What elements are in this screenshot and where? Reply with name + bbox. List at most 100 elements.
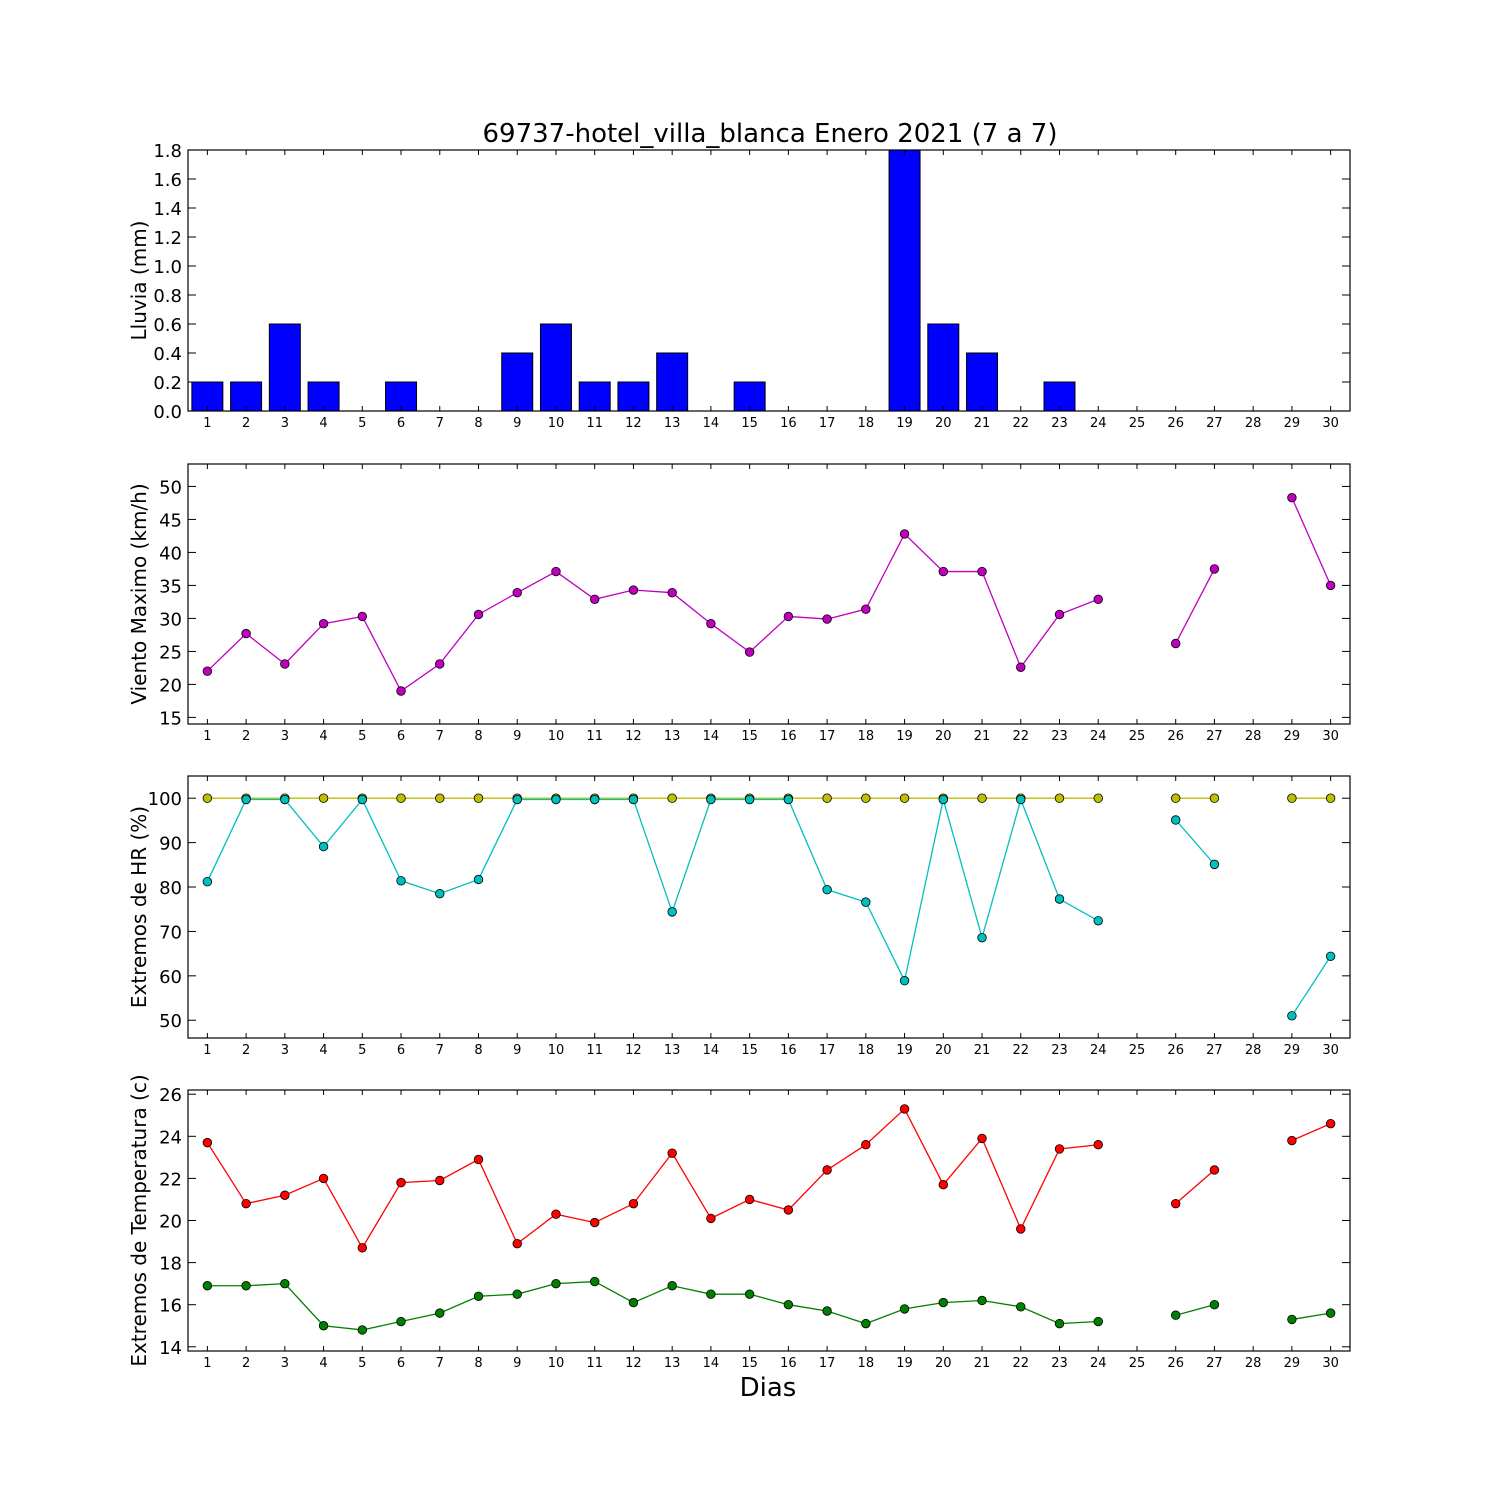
- bar: [539, 323, 572, 412]
- x-tick-label: 21: [974, 729, 991, 744]
- data-point: [628, 794, 639, 805]
- data-point: [1093, 916, 1103, 926]
- x-tick-label: 2: [242, 1356, 250, 1371]
- x-tick-label: 11: [586, 729, 603, 744]
- bar: [268, 323, 301, 412]
- x-tick-label: 2: [242, 1043, 250, 1058]
- data-point: [1054, 1144, 1065, 1154]
- data-point: [977, 1295, 987, 1306]
- data-point: [396, 876, 406, 886]
- x-tick-label: 21: [974, 416, 991, 431]
- x-tick-label: 16: [780, 1043, 797, 1058]
- data-point: [861, 1140, 871, 1150]
- data-point: [744, 794, 755, 805]
- data-point: [473, 1291, 484, 1301]
- data-point: [977, 1133, 987, 1144]
- data-point: [396, 793, 406, 803]
- data-point: [667, 1148, 677, 1158]
- data-point: [396, 1316, 406, 1327]
- data-point: [899, 1104, 910, 1114]
- x-tick-label: 18: [858, 729, 875, 744]
- data-point: [280, 659, 290, 669]
- data-point: [1054, 894, 1065, 904]
- y-tick-label: 1.0: [153, 257, 182, 278]
- panel-3: 1 2 3 4 5 6 7 8 9 10 11 12 13 14 15 16 17 18 19 20 21 22 23 24 2…: [127, 775, 1351, 1058]
- x-tick-label: 15: [741, 1043, 758, 1058]
- x-tick-label: 7: [436, 729, 444, 744]
- data-point: [357, 1243, 368, 1253]
- x-tick-label: 27: [1206, 1356, 1223, 1371]
- series-line: [1175, 568, 1216, 644]
- data-point: [473, 609, 484, 620]
- x-tick-label: 29: [1284, 1043, 1301, 1058]
- y-tick-label: 45: [159, 510, 182, 531]
- x-tick-label: 1: [203, 416, 211, 431]
- x-tick-label: 19: [896, 1043, 913, 1058]
- data-point: [783, 794, 794, 805]
- x-tick-label: 4: [319, 1043, 327, 1058]
- data-point: [435, 888, 445, 899]
- data-point: [318, 618, 329, 629]
- x-tick-label: 30: [1322, 1356, 1339, 1371]
- y-axis-label: Viento Maximo (km/h): [127, 483, 151, 704]
- x-tick-label: 1: [203, 729, 211, 744]
- x-tick-label: 12: [625, 729, 642, 744]
- data-point: [977, 566, 987, 577]
- data-point: [241, 1198, 251, 1209]
- x-tick-label: 13: [664, 1043, 681, 1058]
- data-point: [899, 529, 910, 539]
- data-point: [318, 1173, 329, 1184]
- x-tick-label: 29: [1284, 1356, 1301, 1371]
- y-tick-label: 1.4: [153, 199, 182, 220]
- panel-2: 1 2 3 4 5 6 7 8 9 10 11 12 13 14 15 16 17 18 19 20 21 22 23 24 2…: [127, 463, 1351, 744]
- panel-1: 1 2 3 4 5 6 7 8 9 10 11 12 13 14 15 16 17 18 19 20 21 22 23 24 2…: [127, 141, 1351, 431]
- x-tick-label: 26: [1167, 1356, 1184, 1371]
- axes-frame: [187, 775, 1351, 1039]
- x-tick-label: 5: [358, 729, 366, 744]
- y-tick-label: 26: [159, 1085, 182, 1106]
- x-tick-label: 3: [281, 416, 289, 431]
- data-point: [318, 1321, 329, 1331]
- x-tick-label: 29: [1284, 729, 1301, 744]
- data-point: [318, 793, 329, 803]
- y-tick-label: 15: [159, 708, 182, 729]
- x-tick-label: 28: [1245, 1043, 1262, 1058]
- data-point: [706, 1289, 716, 1299]
- data-point: [512, 1238, 522, 1249]
- x-tick-label: 5: [358, 1356, 366, 1371]
- x-tick-label: 25: [1129, 1356, 1146, 1371]
- data-point: [280, 794, 290, 805]
- y-tick-label: 30: [159, 609, 182, 630]
- data-point: [667, 1281, 677, 1291]
- x-tick-label: 1: [203, 1356, 211, 1371]
- x-tick-label: 27: [1206, 729, 1223, 744]
- x-tick-label: 13: [664, 729, 681, 744]
- data-point: [473, 793, 484, 803]
- x-tick-label: 16: [780, 1356, 797, 1371]
- x-tick-label: 22: [1012, 1356, 1029, 1371]
- x-tick-label: 17: [819, 1356, 836, 1371]
- x-tick-label: 6: [397, 729, 405, 744]
- data-point: [861, 1318, 871, 1329]
- data-point: [1325, 1118, 1336, 1129]
- x-tick-label: 8: [474, 416, 482, 431]
- x-tick-label: 19: [896, 729, 913, 744]
- y-axis-label: Extremos de HR (%): [127, 806, 151, 1008]
- x-tick-label: 29: [1284, 416, 1301, 431]
- axes-frame: [187, 463, 1351, 725]
- data-point: [744, 647, 755, 657]
- x-tick-label: 18: [858, 1356, 875, 1371]
- data-point: [667, 793, 677, 803]
- x-tick-label: 27: [1206, 416, 1223, 431]
- data-point: [590, 1276, 600, 1287]
- x-tick-label: 2: [242, 729, 250, 744]
- series-line: [206, 1107, 1099, 1250]
- x-tick-label: 23: [1051, 416, 1068, 431]
- x-tick-label: 24: [1090, 1356, 1107, 1371]
- y-tick-label: 0.0: [153, 402, 182, 423]
- x-tick-label: 4: [319, 729, 327, 744]
- series-line: [206, 532, 1099, 692]
- data-point: [1170, 638, 1181, 649]
- data-point: [783, 611, 794, 622]
